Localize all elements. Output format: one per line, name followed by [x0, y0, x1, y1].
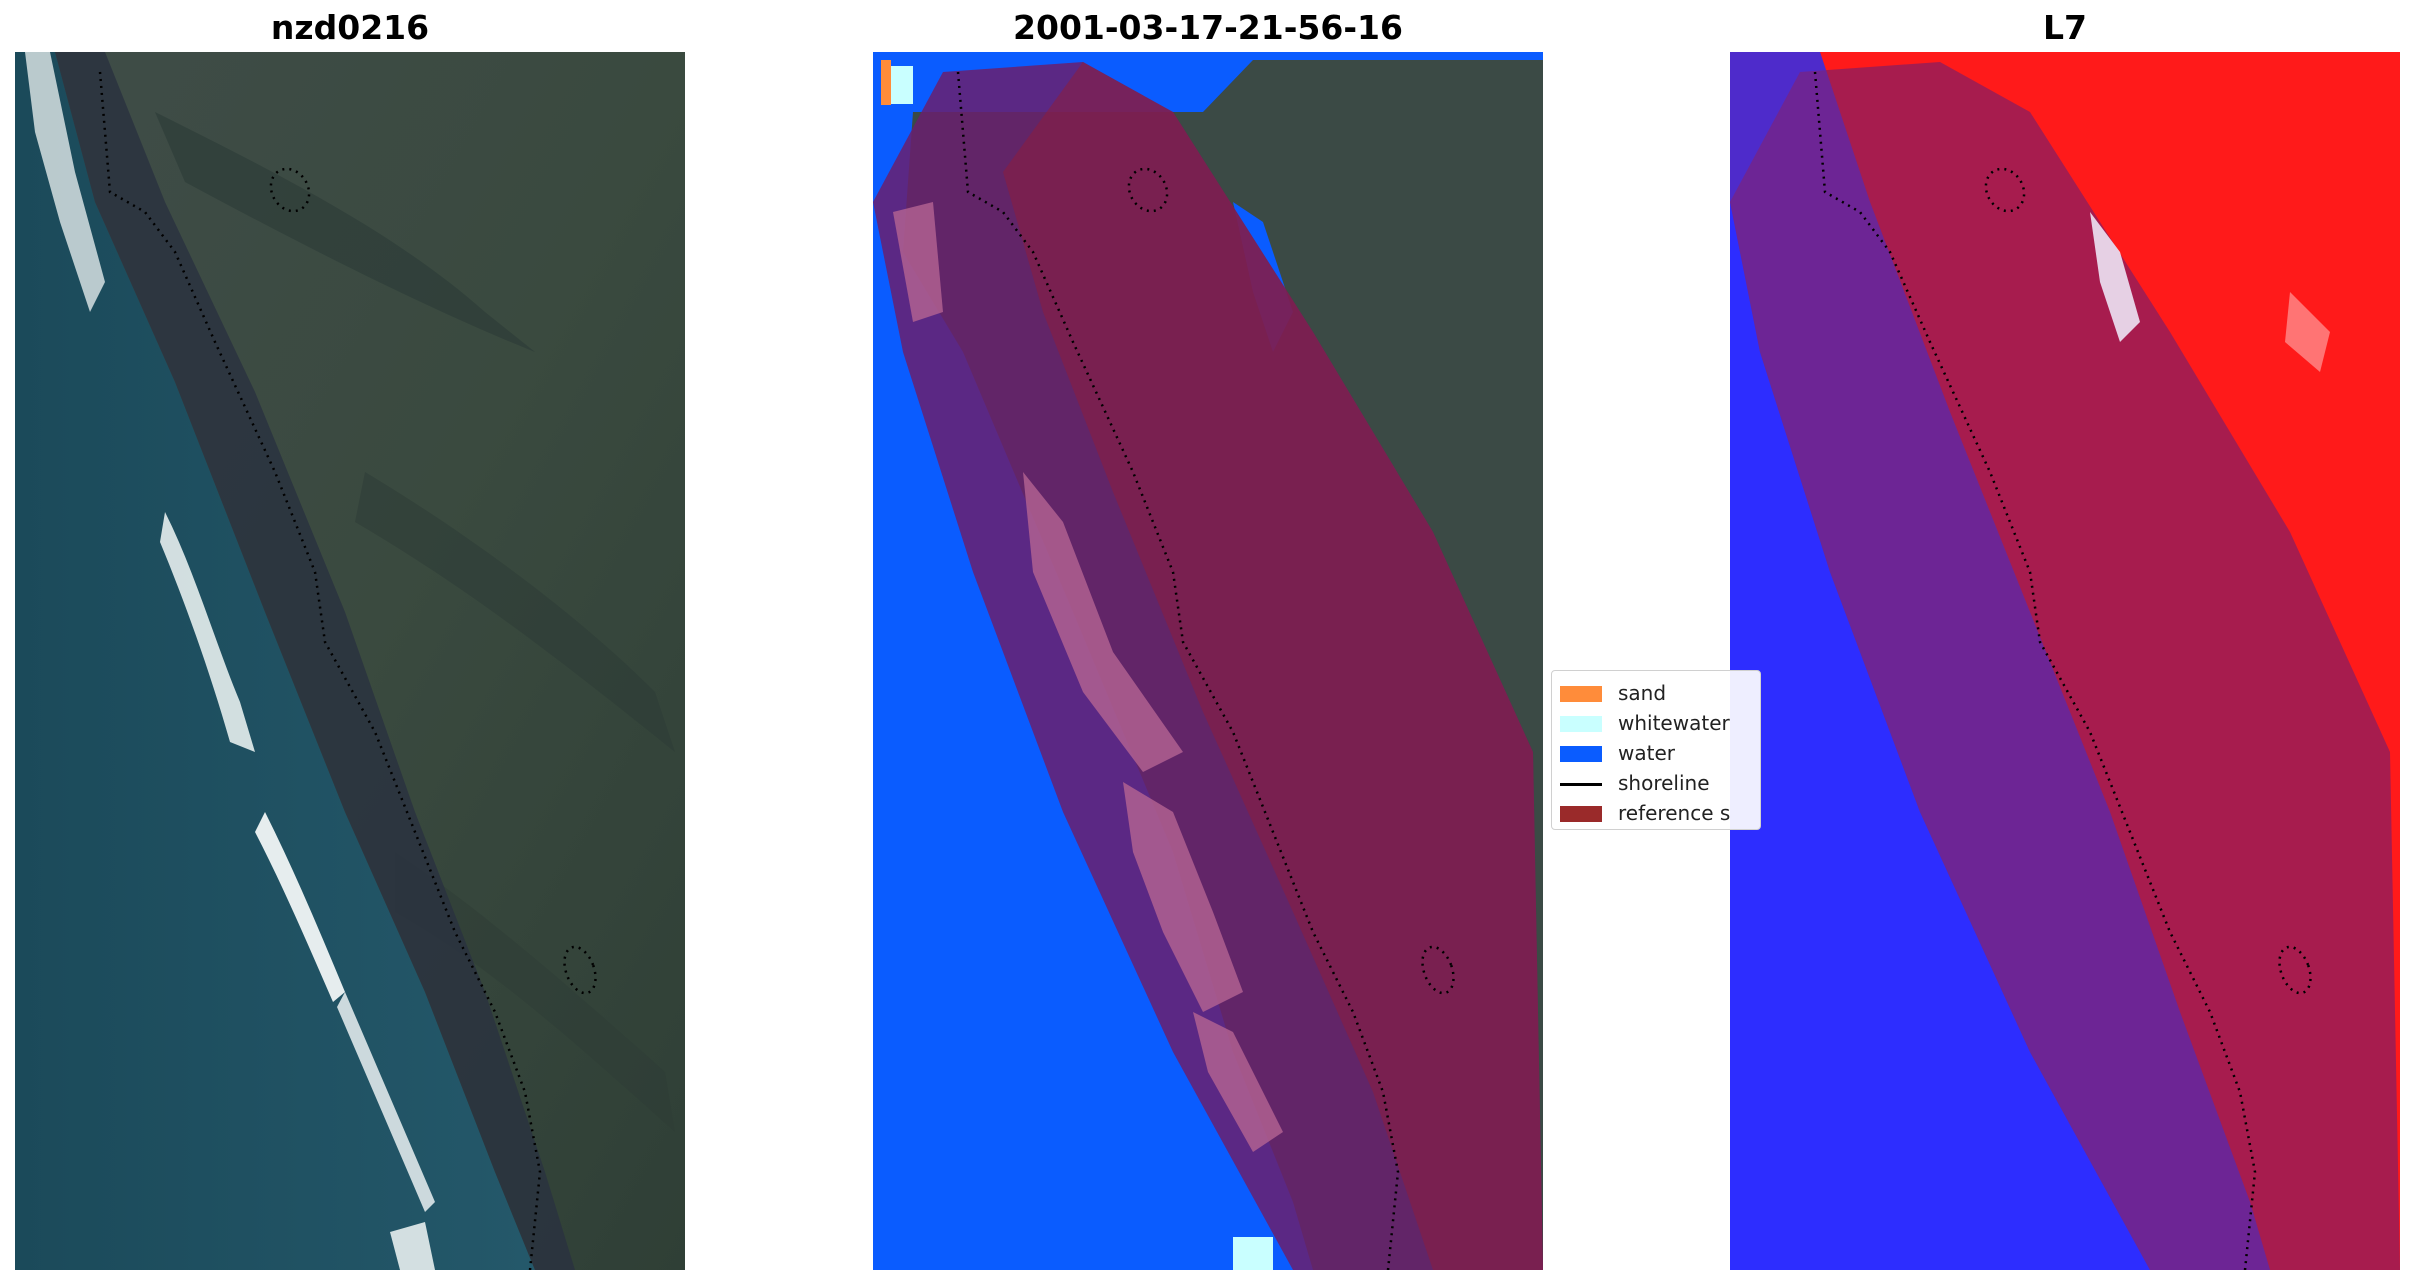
legend-label: water: [1618, 741, 1675, 765]
whitewater-swatch: [1560, 716, 1602, 732]
legend-label: whitewater: [1618, 711, 1730, 735]
legend-label: reference s: [1618, 801, 1731, 825]
legend-item-water: water: [1552, 739, 1760, 769]
legend-item-reference: reference s: [1552, 799, 1760, 829]
reference-swatch: [1560, 806, 1602, 822]
index-image-panel: [1730, 52, 2400, 1270]
legend-item-whitewater: whitewater: [1552, 709, 1760, 739]
water-swatch: [1560, 746, 1602, 762]
legend-item-shoreline: shoreline: [1552, 769, 1760, 799]
legend-label: sand: [1618, 681, 1667, 705]
rgb-image-panel: [15, 52, 685, 1270]
shoreline-line-swatch: [1560, 783, 1602, 786]
legend-label: shoreline: [1618, 771, 1710, 795]
classified-image: [873, 52, 1543, 1270]
rgb-image: [15, 52, 685, 1270]
panel-title-rgb: nzd0216: [270, 8, 430, 47]
panel-title-classified: 2001-03-17-21-56-16: [1013, 8, 1403, 47]
legend-item-sand: sand: [1552, 679, 1760, 709]
legend: sand whitewater water shoreline referenc…: [1551, 670, 1761, 830]
classified-image-panel: [873, 52, 1543, 1270]
sand-swatch: [1560, 686, 1602, 702]
panel-title-index: L7: [2043, 8, 2087, 47]
index-image: [1730, 52, 2400, 1270]
